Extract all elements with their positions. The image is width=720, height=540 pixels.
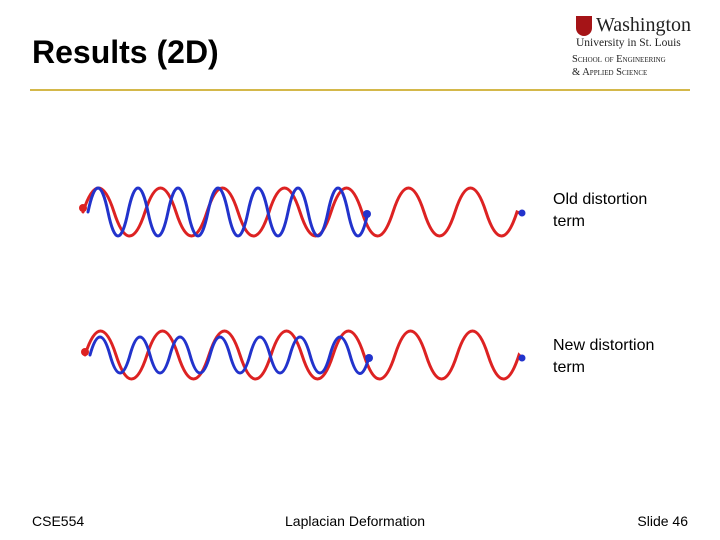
- red-wave: [81, 186, 524, 238]
- blue-wave: [88, 335, 371, 375]
- red-wave: [83, 329, 524, 381]
- blue-handle: [518, 354, 526, 362]
- logo-crest: [576, 16, 592, 36]
- figure-label: Old distortion term: [553, 191, 648, 230]
- logo-school: & Applied Science: [572, 67, 648, 78]
- footer-slide: Slide 46: [637, 513, 688, 529]
- red-handle: [81, 348, 89, 356]
- footer-topic: Laplacian Deformation: [285, 513, 426, 529]
- blue-handle: [363, 210, 371, 218]
- logo-name: Washington: [596, 14, 692, 36]
- blue-handle: [365, 354, 373, 362]
- footer-course: CSE554: [32, 513, 85, 529]
- slide-title: Results (2D): [32, 34, 219, 70]
- blue-handle: [518, 209, 526, 217]
- red-handle: [79, 204, 87, 212]
- blue-wave: [86, 186, 370, 238]
- title-rule: [30, 89, 690, 91]
- logo-university: University in St. Louis: [576, 37, 681, 49]
- figure-label: New distortion term: [553, 337, 655, 376]
- logo-school: School of Engineering: [572, 54, 666, 65]
